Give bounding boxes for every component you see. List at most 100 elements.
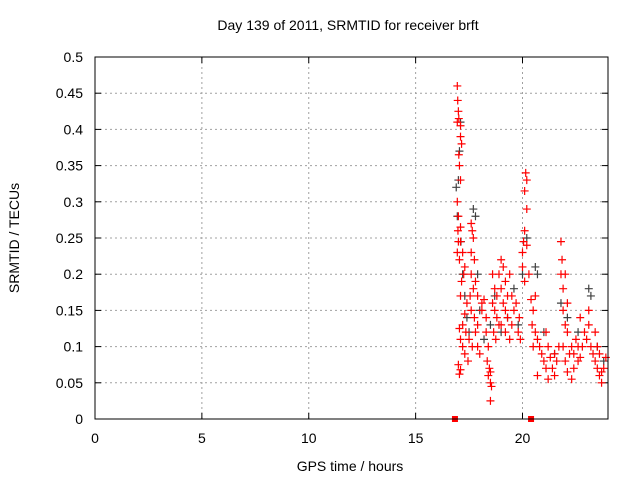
red-data-point [461,328,470,337]
red-data-point [597,367,606,376]
red-data-point [544,375,553,384]
red-data-point [456,335,465,344]
grey-data-point [599,357,608,366]
red-data-point [522,241,531,250]
red-data-point [456,176,465,185]
x-tick-label: 5 [198,430,206,446]
red-data-point [486,396,495,405]
red-data-point [477,299,486,308]
red-data-point [593,342,602,351]
grey-data-point [533,270,542,279]
red-data-point [567,342,576,351]
red-data-point [578,342,587,351]
red-data-point [501,306,510,315]
red-data-point [559,342,568,351]
red-data-point [477,306,486,315]
red-data-point [563,299,572,308]
red-data-point [597,378,606,387]
red-data-point [485,364,494,373]
red-data-point [571,335,580,344]
red-data-point [492,291,501,300]
red-data-point [486,367,495,376]
red-data-point [521,168,530,177]
red-data-point [455,161,464,170]
red-data-point [584,320,593,329]
red-data-point [487,382,496,391]
red-data-point [501,277,510,286]
data-points [451,81,610,422]
red-data-point [457,139,466,148]
red-data-point [468,226,477,235]
y-tick-label: 0.45 [56,85,83,101]
red-data-point [473,342,482,351]
red-data-point [559,306,568,315]
red-data-point [556,237,565,246]
y-tick-label: 0.2 [64,266,84,282]
red-data-point [459,270,468,279]
red-data-point [471,328,480,337]
red-data-point [475,349,484,358]
red-data-point [453,197,462,206]
red-data-point [601,353,610,362]
red-data-point [492,313,501,322]
grid [95,57,608,419]
red-data-point [595,371,604,380]
red-data-point [518,248,527,257]
red-data-point [546,353,555,362]
red-data-point [471,277,480,286]
red-data-point [550,349,559,358]
red-data-point [548,364,557,373]
red-data-point [563,367,572,376]
grey-data-point [471,212,480,221]
red-data-point [522,176,531,185]
red-data-point [533,335,542,344]
red-data-point [576,353,585,362]
red-data-point [483,357,492,366]
red-data-point [528,320,537,329]
red-data-point [484,342,493,351]
red-data-point [582,335,591,344]
red-data-point [454,107,463,116]
grey-data-point [584,284,593,293]
red-data-point [454,212,463,221]
red-data-point [484,371,493,380]
red-data-point [503,313,512,322]
chart-title: Day 139 of 2011, SRMTID for receiver brf… [217,17,478,33]
axis-ticks: 0 0.05 0.1 0.15 0.2 0.25 0.3 0.35 0.4 0.45 0.5 0 5 10… [56,49,608,446]
red-data-point [457,277,466,286]
red-data-point [499,262,508,271]
grey-data-point [486,320,495,329]
red-data-point [531,328,540,337]
red-data-point [574,357,583,366]
red-data-point [456,365,465,374]
red-data-point [463,357,472,366]
red-data-point [537,349,546,358]
y-tick-label: 0.1 [64,339,84,355]
red-data-point [489,328,498,337]
red-data-point [497,284,506,293]
y-tick-label: 0 [75,411,83,427]
grey-data-point [452,183,461,192]
red-data-point [488,299,497,308]
grey-data-point [563,313,572,322]
red-data-point [480,295,489,304]
red-data-point [539,357,548,366]
red-data-point [473,291,482,300]
red-data-point [470,313,479,322]
red-data-point [591,328,600,337]
red-data-point [470,255,479,264]
red-data-point [453,96,462,105]
grey-data-point [509,284,518,293]
red-data-point [486,378,495,387]
red-data-point [544,342,553,351]
red-data-point [469,234,478,242]
red-data-point [505,335,514,344]
grey-data-point [480,335,489,344]
red-data-point [522,205,531,214]
red-data-point [490,306,499,315]
red-data-point [580,328,589,337]
red-data-point [465,335,474,344]
red-data-point [542,328,551,337]
red-data-point [467,270,476,279]
